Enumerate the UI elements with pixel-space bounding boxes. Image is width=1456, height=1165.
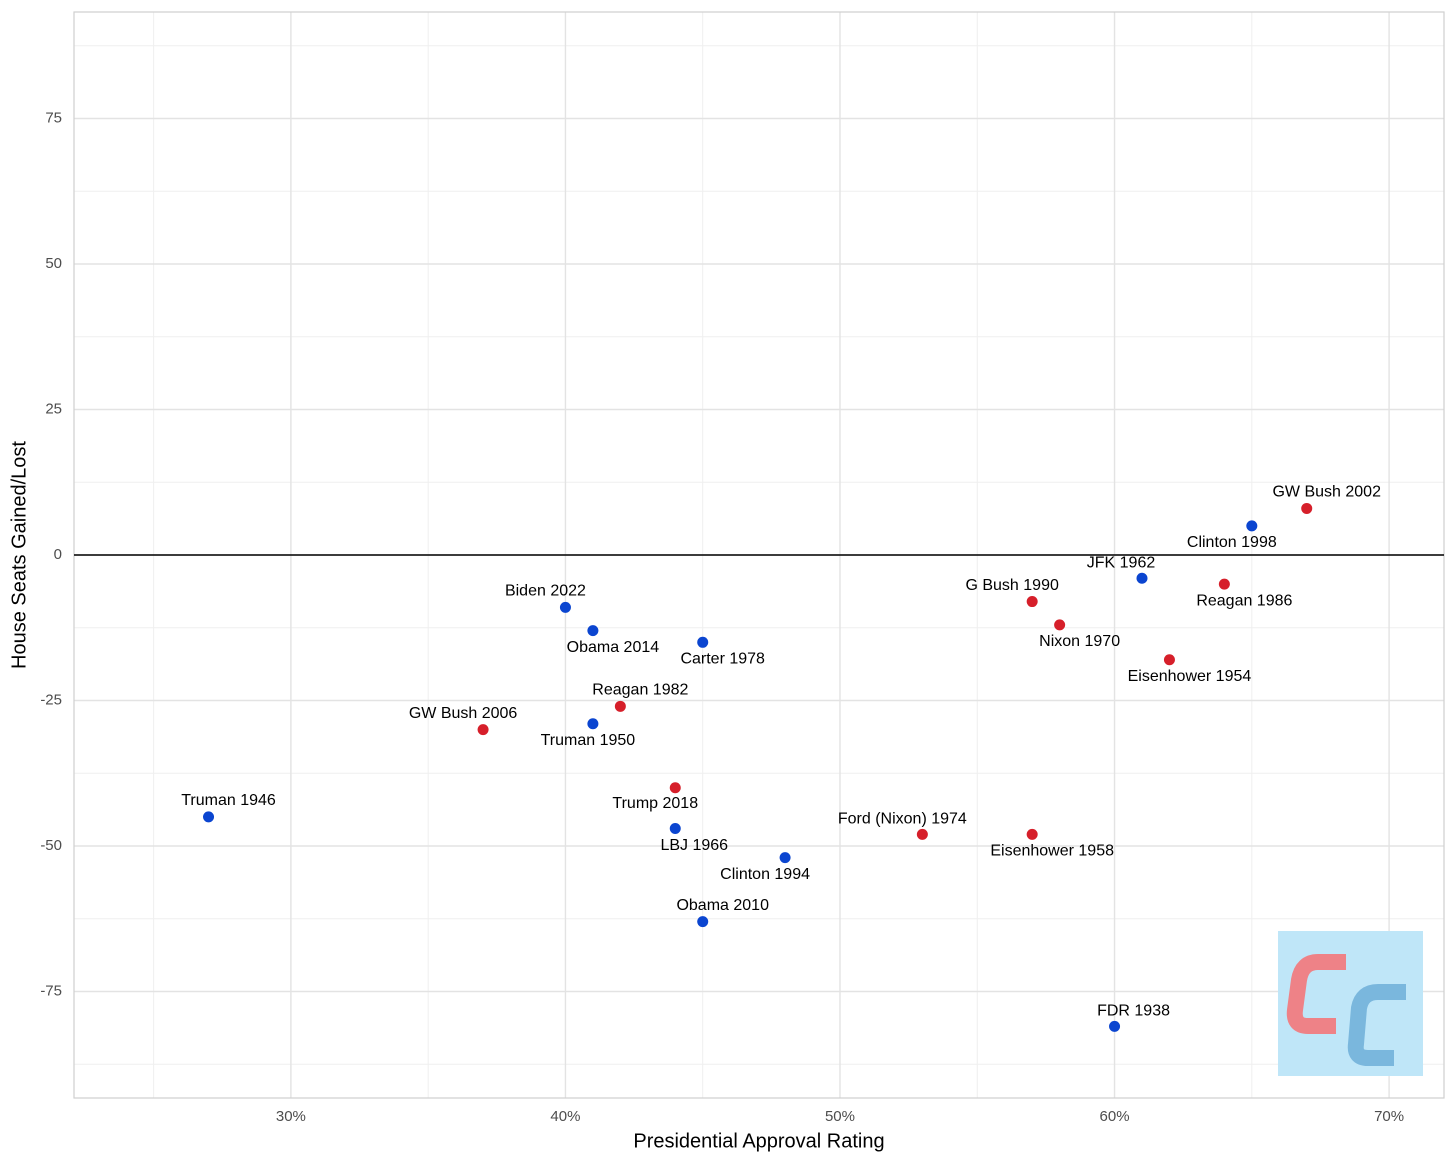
x-axis-title: Presidential Approval Rating: [633, 1130, 884, 1152]
point-label: Trump 2018: [612, 795, 698, 812]
point: [697, 916, 709, 928]
y-tick-label: -50: [40, 837, 62, 854]
point: [1163, 654, 1175, 666]
point-label: Clinton 1998: [1187, 534, 1277, 551]
point-label: Truman 1950: [541, 732, 636, 749]
point: [614, 700, 626, 712]
point: [1246, 520, 1258, 532]
point-label: G Bush 1990: [965, 577, 1059, 594]
point-label: Obama 2010: [676, 897, 769, 914]
point: [669, 823, 681, 835]
point: [1109, 1020, 1121, 1032]
point-label: Obama 2014: [567, 639, 660, 656]
point-label: GW Bush 2006: [409, 705, 518, 722]
y-tick-label: 0: [54, 546, 62, 563]
y-tick-label: 50: [45, 255, 62, 272]
point: [587, 625, 599, 637]
x-tick-label: 30%: [276, 1108, 306, 1125]
y-tick-label: 25: [45, 400, 62, 417]
point: [1026, 596, 1038, 608]
point-label: Biden 2022: [505, 583, 586, 600]
point-label: JFK 1962: [1087, 554, 1156, 571]
y-tick-label: 75: [45, 109, 62, 126]
point: [559, 601, 571, 613]
point-label: Clinton 1994: [720, 866, 810, 883]
point-label: Reagan 1986: [1196, 592, 1292, 609]
point-label: FDR 1938: [1097, 1003, 1170, 1020]
x-tick-label: 40%: [550, 1108, 580, 1125]
point: [697, 636, 709, 648]
x-tick-label: 60%: [1100, 1108, 1130, 1125]
point-label: Carter 1978: [680, 651, 765, 668]
point-label: Eisenhower 1954: [1128, 668, 1252, 685]
point: [669, 782, 681, 794]
y-tick-label: -25: [40, 691, 62, 708]
point-label: GW Bush 2002: [1272, 484, 1381, 501]
logo-c1: [1286, 954, 1346, 1034]
y-tick-label: -75: [40, 982, 62, 999]
point-label: Reagan 1982: [592, 682, 688, 699]
point: [1301, 502, 1313, 514]
logo-c2: [1347, 984, 1406, 1066]
x-tick-label: 70%: [1374, 1108, 1404, 1125]
point: [1054, 619, 1066, 631]
x-tick-label: 50%: [825, 1108, 855, 1125]
y-axis-title: House Seats Gained/Lost: [8, 441, 30, 669]
point: [477, 724, 489, 736]
point-label: LBJ 1966: [660, 837, 728, 854]
point-label: Truman 1946: [181, 792, 276, 809]
point: [1218, 578, 1230, 590]
point: [1026, 828, 1038, 840]
point: [203, 811, 215, 823]
point-label: Nixon 1970: [1039, 633, 1120, 650]
point: [916, 828, 928, 840]
point: [587, 718, 599, 730]
point: [1136, 572, 1148, 584]
point-label: Ford (Nixon) 1974: [838, 811, 967, 828]
point-label: Eisenhower 1958: [990, 843, 1114, 860]
point: [779, 852, 791, 864]
logo: [1278, 931, 1423, 1076]
